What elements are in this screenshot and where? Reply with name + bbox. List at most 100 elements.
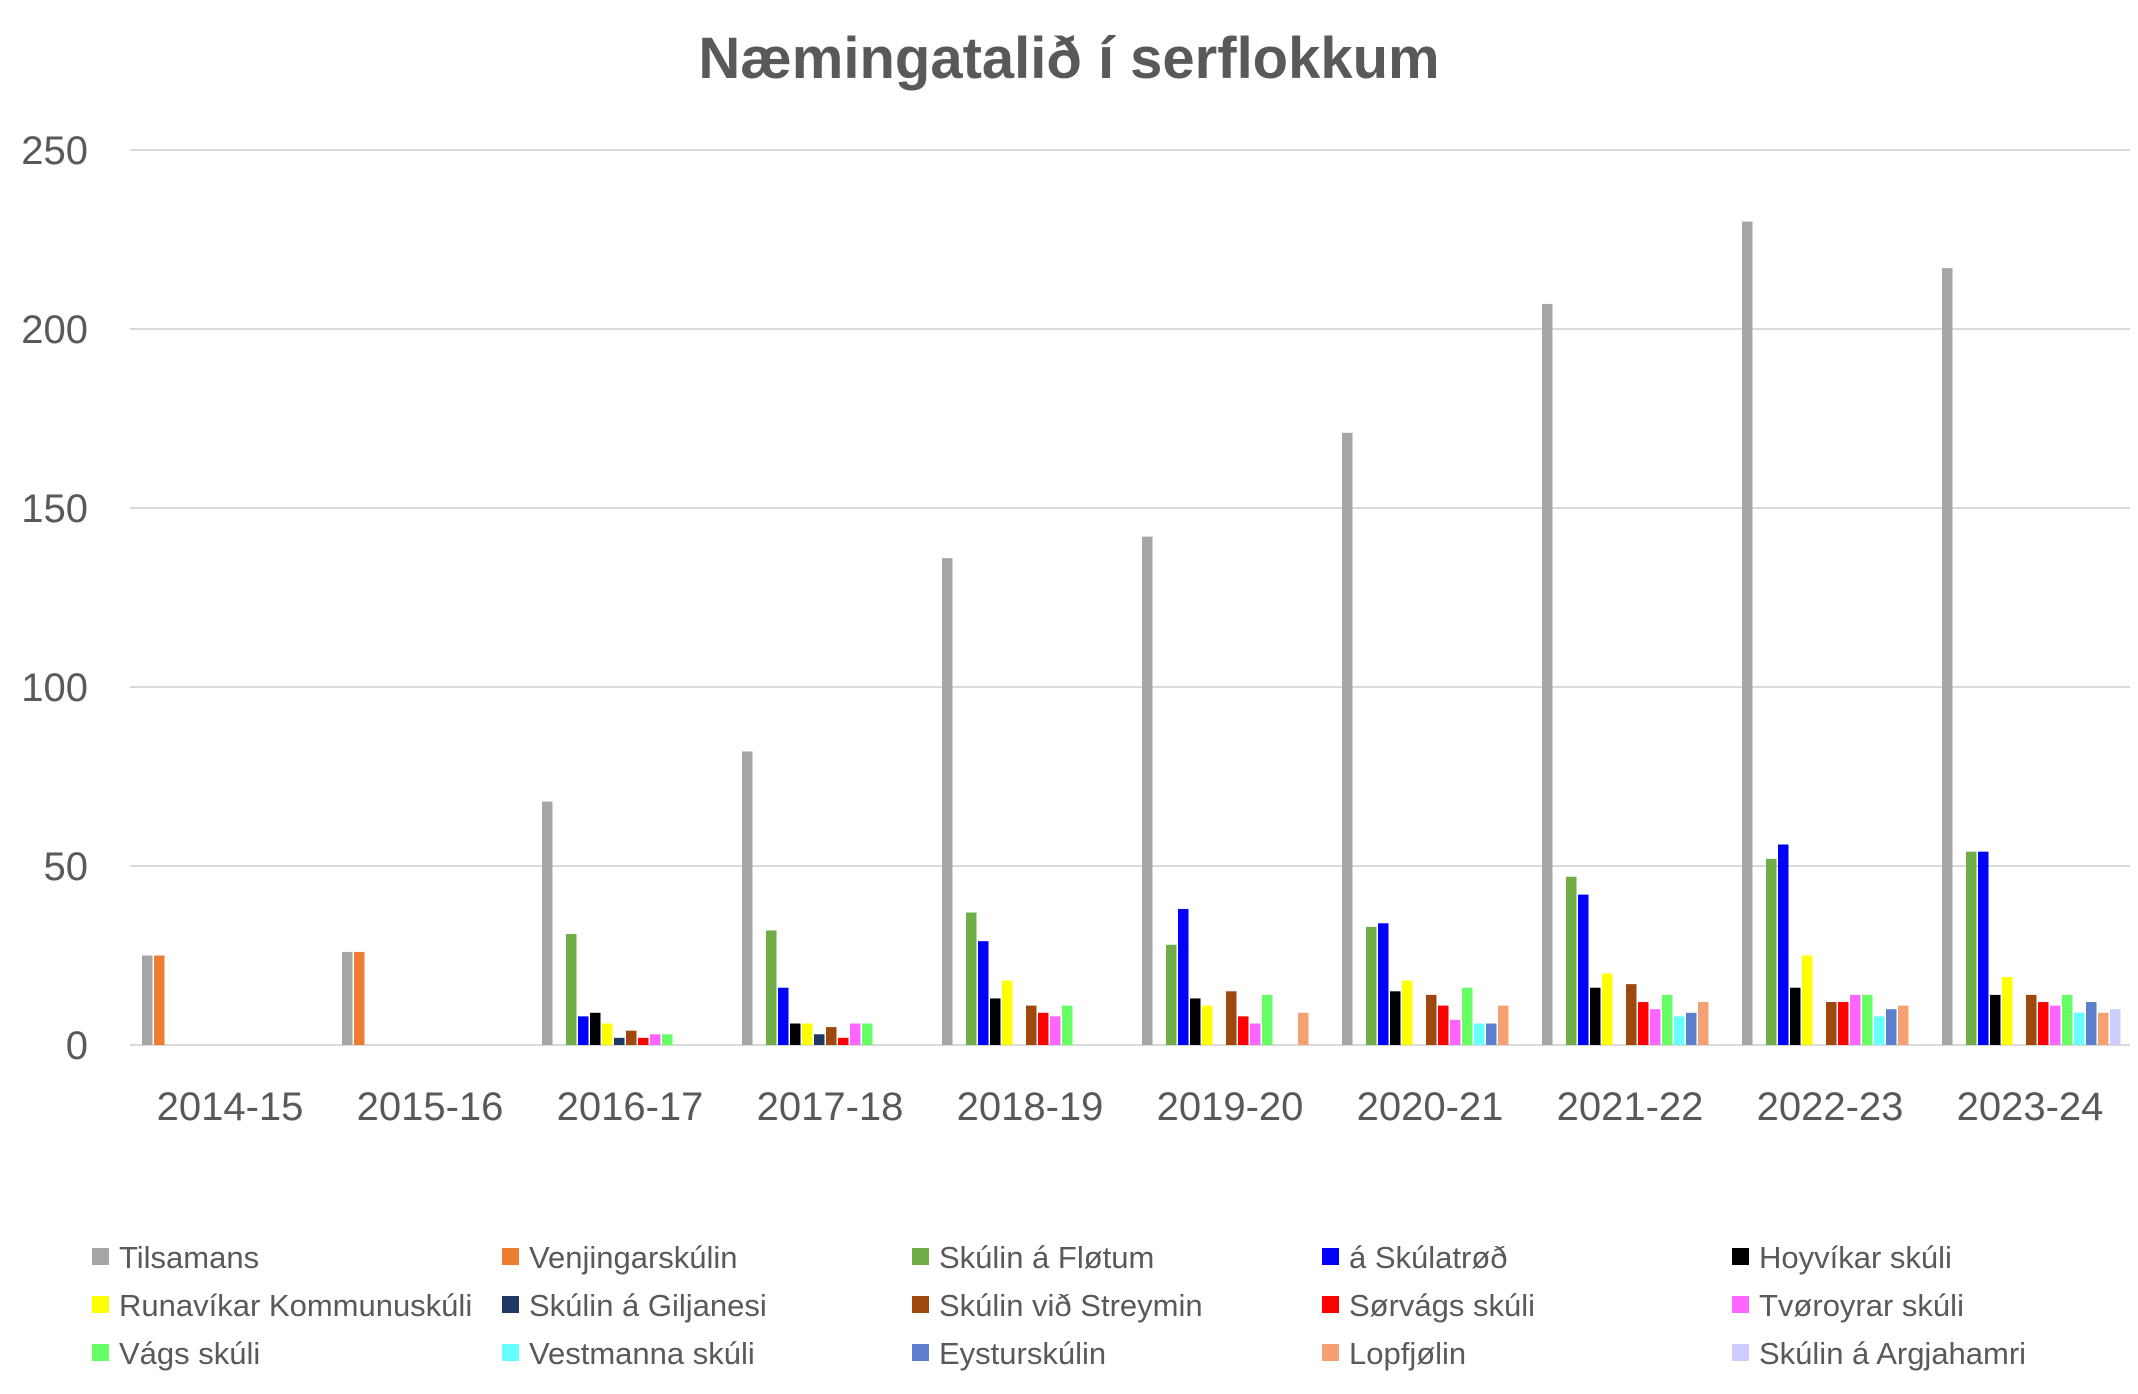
x-tick-label: 2017-18 bbox=[757, 1085, 904, 1129]
legend-label: Vágs skúli bbox=[119, 1336, 260, 1371]
bar bbox=[966, 912, 977, 1045]
bar bbox=[1886, 1009, 1897, 1045]
bar bbox=[602, 1023, 613, 1045]
bar bbox=[2026, 994, 2037, 1045]
bar bbox=[542, 801, 553, 1045]
bar bbox=[1226, 991, 1237, 1045]
x-tick-label: 2014-15 bbox=[157, 1085, 304, 1129]
bar bbox=[742, 751, 753, 1045]
bar bbox=[1342, 432, 1353, 1045]
legend: Tilsamans Venjingarskúlin Skúlin á Fløtum á… bbox=[92, 1240, 2026, 1371]
bar bbox=[342, 951, 353, 1045]
bar bbox=[814, 1034, 825, 1045]
y-tick-label: 0 bbox=[66, 1024, 88, 1068]
bar bbox=[2098, 1012, 2109, 1045]
bar bbox=[1942, 268, 1953, 1045]
legend-item: Runavíkar Kommunuskúli bbox=[92, 1288, 472, 1323]
bar bbox=[778, 987, 789, 1045]
y-tick-label: 250 bbox=[21, 129, 88, 173]
bar bbox=[990, 998, 1001, 1045]
bar bbox=[1850, 994, 1861, 1045]
legend-swatch bbox=[1322, 1344, 1339, 1361]
legend-swatch bbox=[502, 1296, 519, 1313]
chart-title: Næmingatalið í serflokkum bbox=[698, 26, 1439, 91]
legend-item: Skúlin á Fløtum bbox=[912, 1240, 1154, 1275]
legend-item: Sørvágs skúli bbox=[1322, 1288, 1535, 1323]
legend-swatch bbox=[502, 1248, 519, 1265]
bar bbox=[662, 1034, 673, 1045]
legend-item: Skúlin á Giljanesi bbox=[502, 1288, 767, 1323]
bar bbox=[1874, 1016, 1885, 1045]
bar bbox=[1862, 994, 1873, 1045]
bar bbox=[1990, 994, 2001, 1045]
bar bbox=[566, 934, 577, 1045]
bar bbox=[638, 1037, 649, 1045]
legend-swatch bbox=[1732, 1344, 1749, 1361]
legend-swatch bbox=[502, 1344, 519, 1361]
gridlines bbox=[130, 149, 2130, 1046]
bar bbox=[1142, 536, 1153, 1045]
bar bbox=[1566, 876, 1577, 1045]
bar bbox=[1166, 944, 1177, 1045]
bar bbox=[1202, 1005, 1213, 1045]
bar bbox=[1674, 1016, 1685, 1045]
bar bbox=[2050, 1005, 2061, 1045]
bar bbox=[1826, 1002, 1837, 1045]
bar bbox=[578, 1016, 589, 1045]
x-tick-label: 2023-24 bbox=[1957, 1085, 2104, 1129]
legend-label: á Skúlatrøð bbox=[1349, 1240, 1508, 1275]
bar bbox=[1050, 1016, 1061, 1045]
bar bbox=[1578, 894, 1589, 1045]
bar bbox=[802, 1023, 813, 1045]
bar bbox=[2110, 1009, 2121, 1045]
bar bbox=[1462, 987, 1473, 1045]
bar bbox=[1390, 991, 1401, 1045]
legend-swatch bbox=[912, 1296, 929, 1313]
bar bbox=[978, 941, 989, 1045]
legend-item: Eysturskúlin bbox=[912, 1336, 1106, 1371]
legend-label: Eysturskúlin bbox=[939, 1336, 1106, 1371]
bar bbox=[1178, 908, 1189, 1045]
bar bbox=[2062, 994, 2073, 1045]
bar bbox=[1062, 1005, 1073, 1045]
legend-item: Vestmanna skúli bbox=[502, 1336, 755, 1371]
x-tick-label: 2016-17 bbox=[557, 1085, 704, 1129]
x-axis-ticks: 2014-15 2015-16 2016-17 2017-18 2018-19 2019-… bbox=[157, 1085, 2104, 1129]
bar bbox=[1542, 303, 1553, 1045]
y-tick-label: 200 bbox=[21, 308, 88, 352]
x-tick-label: 2021-22 bbox=[1557, 1085, 1704, 1129]
bar bbox=[1662, 994, 1673, 1045]
bar bbox=[1402, 980, 1413, 1045]
bar bbox=[2038, 1002, 2049, 1045]
bar bbox=[650, 1034, 661, 1045]
bar bbox=[1250, 1023, 1261, 1045]
legend-label: Runavíkar Kommunuskúli bbox=[119, 1288, 472, 1323]
bar bbox=[862, 1023, 873, 1045]
x-tick-label: 2015-16 bbox=[357, 1085, 504, 1129]
legend-label: Venjingarskúlin bbox=[529, 1240, 738, 1275]
legend-swatch bbox=[1322, 1248, 1339, 1265]
legend-item: Skúlin við Streymin bbox=[912, 1288, 1203, 1323]
legend-item: Tvøroyrar skúli bbox=[1732, 1288, 1964, 1323]
legend-label: Skúlin á Giljanesi bbox=[529, 1288, 767, 1323]
bar bbox=[1486, 1023, 1497, 1045]
bar bbox=[1698, 1002, 1709, 1045]
bar bbox=[1002, 980, 1013, 1045]
legend-label: Tilsamans bbox=[119, 1240, 259, 1275]
y-axis-ticks: 0 50 100 150 200 250 bbox=[21, 129, 88, 1068]
y-tick-label: 100 bbox=[21, 666, 88, 710]
bar bbox=[1262, 994, 1273, 1045]
bar bbox=[1238, 1016, 1249, 1045]
bar bbox=[2002, 976, 2013, 1045]
legend-item: Lopfjølin bbox=[1322, 1336, 1466, 1371]
bar bbox=[850, 1023, 861, 1045]
y-tick-label: 50 bbox=[44, 845, 89, 889]
bar bbox=[1438, 1005, 1449, 1045]
legend-label: Tvøroyrar skúli bbox=[1759, 1288, 1964, 1323]
x-tick-label: 2018-19 bbox=[957, 1085, 1104, 1129]
legend-swatch bbox=[92, 1296, 109, 1313]
legend-item: Venjingarskúlin bbox=[502, 1240, 738, 1275]
bar bbox=[1766, 858, 1777, 1045]
bar bbox=[1602, 973, 1613, 1045]
